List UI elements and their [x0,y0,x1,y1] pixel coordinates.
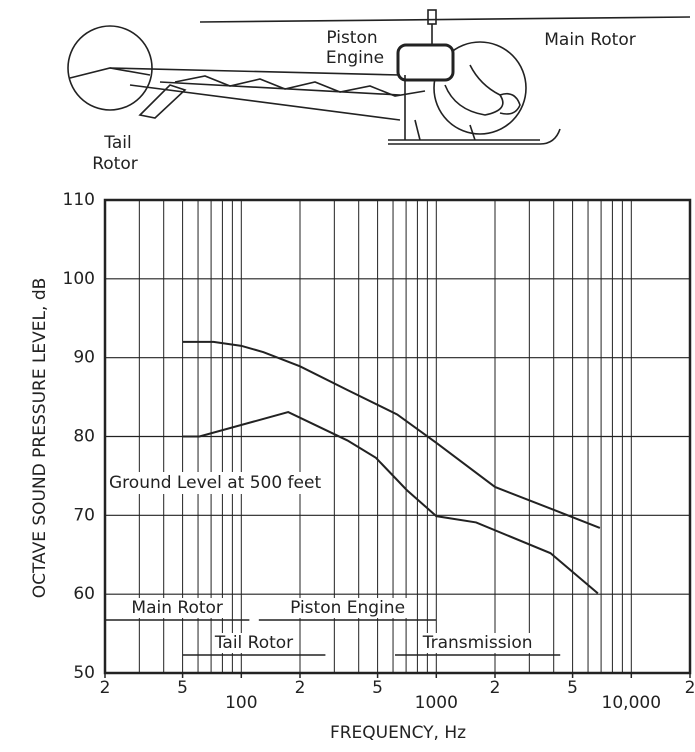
range-label-background [288,598,408,618]
range-label-background [211,633,296,653]
x-tick-label: 2 [685,678,695,698]
range-label-background [419,633,535,653]
range-label: Transmission [422,633,533,653]
x-tick-label: 5 [567,678,578,698]
x-axis-title: FREQUENCY, Hz [330,723,466,743]
range-label: Tail Rotor [214,633,293,653]
x-tick-label: 1000 [415,693,458,713]
x-tick-label: 2 [490,678,501,698]
x-tick-label: 5 [177,678,188,698]
annotation-background [107,472,324,494]
plot-frame [103,198,692,675]
y-tick-label: 100 [63,269,95,289]
x-tick-label: 5 [372,678,383,698]
y-tick-label: 110 [63,190,95,210]
x-tick-label: 10,000 [602,693,661,713]
x-tick-label: 100 [225,693,257,713]
y-tick-label: 80 [73,427,95,447]
illustration-label: Rotor [92,154,138,174]
illustration-label: Engine [326,48,384,68]
range-label: Main Rotor [131,598,223,618]
illustration-label: Main Rotor [544,30,636,50]
y-tick-label: 70 [73,505,95,525]
y-tick-label: 50 [73,663,95,683]
range-label: Piston Engine [290,598,405,618]
data-line [182,410,599,595]
y-axis-title: OCTAVE SOUND PRESSURE LEVEL, dB [30,278,50,599]
x-tick-label: 2 [295,678,306,698]
y-tick-label: 60 [73,584,95,604]
y-tick-label: 90 [73,348,95,368]
range-label-background [129,598,225,618]
illustration-label: Piston [326,28,377,48]
annotation: Ground Level at 500 feet [109,473,321,493]
x-tick-label: 2 [100,678,111,698]
helicopter-illustration: Piston Engine Main Rotor Tail Rotor [67,9,691,174]
data-line [182,340,601,529]
illustration-label: Tail [103,133,131,153]
